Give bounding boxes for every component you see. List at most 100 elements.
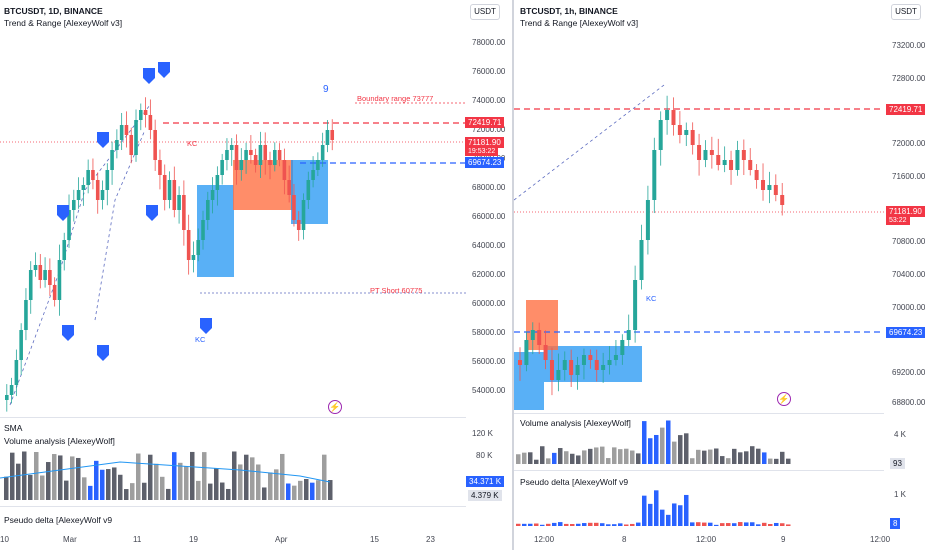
volume-tick: 4 K bbox=[894, 430, 907, 439]
candle bbox=[296, 220, 301, 230]
sma-line bbox=[0, 461, 331, 483]
daily-chart-canvas[interactable] bbox=[0, 0, 514, 550]
candle bbox=[62, 240, 67, 260]
volume-bar bbox=[226, 488, 231, 500]
volume-bar bbox=[618, 449, 623, 464]
candle bbox=[277, 150, 282, 160]
candle bbox=[306, 180, 311, 200]
symbol-title[interactable]: BTCUSDT, 1h, BINANCE bbox=[520, 6, 618, 16]
kc-label: KC bbox=[646, 294, 657, 303]
candle bbox=[556, 370, 561, 380]
candle bbox=[5, 395, 9, 400]
daily-chart-panel[interactable]: BTCUSDT, 1D, BINANCE Trend & Range [Alex… bbox=[0, 0, 514, 550]
volume-tick: 120 K bbox=[472, 429, 493, 438]
time-tick: 23 bbox=[426, 535, 435, 544]
lightning-icon[interactable]: ⚡ bbox=[328, 400, 342, 414]
volume-bar bbox=[732, 448, 737, 464]
volume-bar bbox=[262, 487, 267, 500]
volume-bar bbox=[576, 455, 581, 464]
delta-bar bbox=[654, 490, 659, 526]
volume-bar bbox=[202, 452, 207, 500]
volume-bar bbox=[250, 457, 255, 500]
volume-bar bbox=[690, 458, 695, 464]
delta-bar bbox=[534, 523, 539, 526]
volume-bar bbox=[660, 427, 665, 464]
volume-bar bbox=[666, 420, 671, 464]
candle bbox=[206, 200, 210, 220]
symbol-title[interactable]: BTCUSDT, 1D, BINANCE bbox=[4, 6, 103, 16]
volume-bar bbox=[708, 449, 713, 464]
candle bbox=[639, 240, 644, 280]
candle bbox=[330, 130, 335, 140]
range-box bbox=[526, 300, 558, 350]
candle bbox=[220, 160, 224, 175]
candle bbox=[229, 145, 234, 150]
candle bbox=[119, 125, 124, 140]
candle bbox=[671, 110, 676, 125]
delta-bar bbox=[696, 522, 701, 526]
candle bbox=[177, 195, 181, 210]
candle bbox=[316, 160, 320, 170]
volume-bar bbox=[280, 453, 285, 500]
currency-button[interactable]: USDT bbox=[891, 4, 921, 20]
signal-marker bbox=[146, 205, 158, 221]
candle bbox=[652, 150, 657, 200]
volume-analysis-label[interactable]: Volume analysis [AlexeyWolf] bbox=[520, 418, 631, 428]
pseudo-delta-label[interactable]: Pseudo delta [AlexeyWolf v9 bbox=[520, 477, 629, 487]
volume-bar bbox=[774, 458, 779, 464]
lightning-icon[interactable]: ⚡ bbox=[777, 392, 791, 406]
price-tick: 71600.00 bbox=[892, 172, 926, 181]
candle bbox=[186, 230, 191, 260]
volume-bar bbox=[28, 474, 33, 500]
volume-bar bbox=[648, 438, 653, 464]
delta-bar bbox=[726, 523, 731, 526]
hourly-chart-panel[interactable]: BTCUSDT, 1h, BINANCE Trend & Range [Alex… bbox=[514, 0, 932, 550]
signal-marker bbox=[97, 132, 109, 148]
volume-bar bbox=[286, 483, 291, 500]
delta-bar bbox=[576, 523, 581, 526]
delta-bar bbox=[600, 523, 605, 526]
trend-line bbox=[514, 84, 665, 201]
volume-bar bbox=[624, 448, 629, 464]
pane-separator[interactable] bbox=[514, 413, 884, 414]
volume-analysis-label[interactable]: Volume analysis [AlexeyWolf] bbox=[4, 436, 115, 446]
pane-separator[interactable] bbox=[0, 506, 466, 507]
volume-bar bbox=[244, 454, 249, 500]
candle bbox=[613, 355, 618, 360]
pane-separator[interactable] bbox=[514, 470, 884, 471]
candle bbox=[703, 150, 708, 160]
hourly-chart-canvas[interactable] bbox=[514, 0, 932, 550]
volume-bar bbox=[606, 458, 611, 464]
volume-bar bbox=[160, 476, 165, 500]
time-tick: 10 bbox=[0, 535, 9, 544]
candle bbox=[735, 150, 740, 170]
currency-button[interactable]: USDT bbox=[470, 4, 500, 20]
candle bbox=[530, 330, 535, 340]
candle bbox=[33, 265, 38, 270]
volume-bar bbox=[322, 454, 327, 500]
delta-bar bbox=[636, 522, 641, 526]
pseudo-delta-label[interactable]: Pseudo delta [AlexeyWolf v9 bbox=[4, 515, 113, 525]
lower-level-tag: 69674.23 bbox=[886, 327, 926, 338]
indicator-label[interactable]: Trend & Range [AlexeyWolf v3] bbox=[520, 18, 639, 28]
candle bbox=[167, 180, 172, 200]
trend-line bbox=[94, 129, 146, 321]
volume-bar bbox=[166, 488, 171, 500]
volume-bar bbox=[148, 454, 153, 500]
volume-bar bbox=[232, 451, 237, 500]
pane-separator[interactable] bbox=[0, 417, 466, 418]
volume-value-tag: 93 bbox=[890, 458, 905, 469]
volume-bar bbox=[304, 479, 309, 500]
volume-bar bbox=[190, 451, 195, 500]
candle bbox=[537, 330, 542, 345]
volume-bar bbox=[256, 464, 261, 500]
indicator-label[interactable]: Trend & Range [AlexeyWolf v3] bbox=[4, 18, 123, 28]
countdown-tag: 53:22 bbox=[886, 216, 910, 225]
volume-bar bbox=[118, 474, 123, 500]
candle bbox=[134, 120, 138, 155]
sma-label[interactable]: SMA bbox=[4, 423, 23, 433]
delta-bar bbox=[552, 522, 557, 526]
price-tick: 76000.00 bbox=[472, 67, 506, 76]
price-tick: 72000.00 bbox=[892, 139, 926, 148]
volume-bar bbox=[540, 446, 545, 464]
